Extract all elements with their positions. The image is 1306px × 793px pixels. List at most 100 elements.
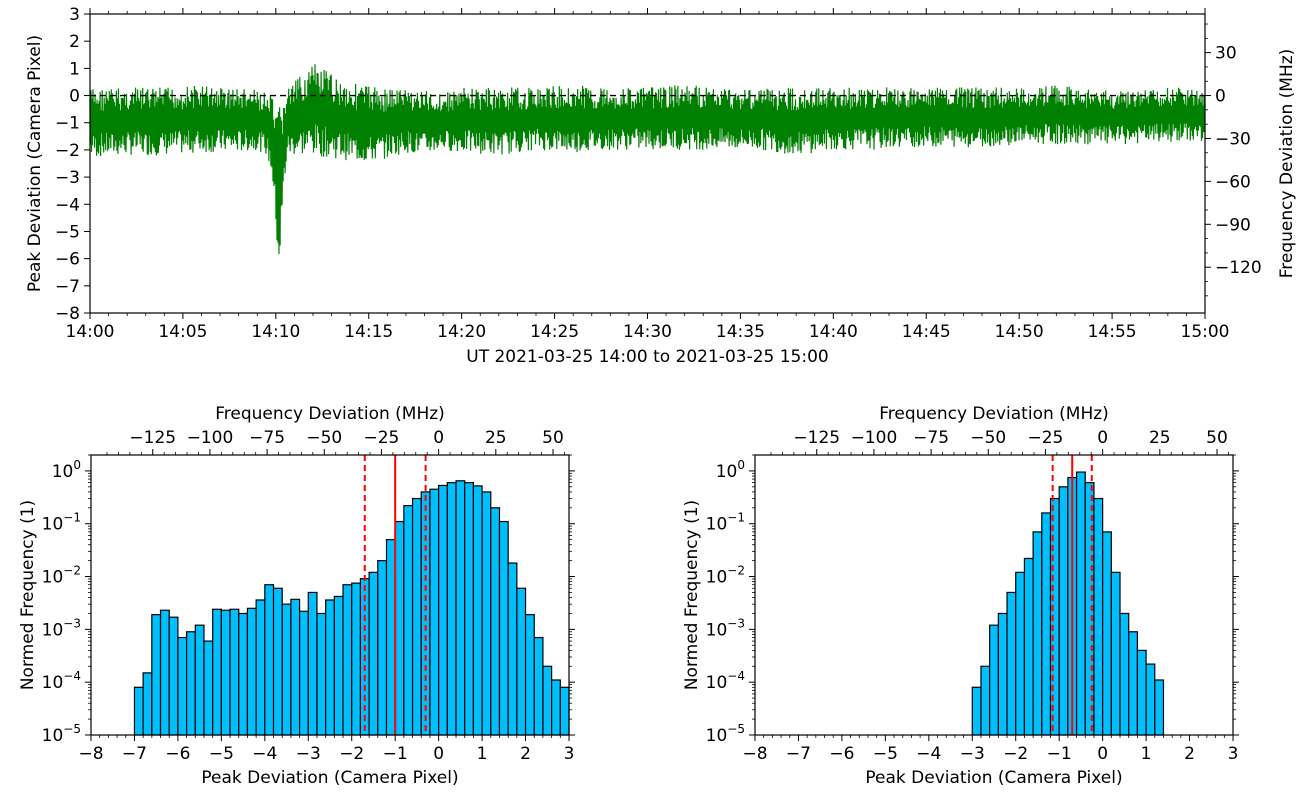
top-tick-label: −50: [970, 428, 1006, 448]
x-tick-label: −8: [742, 744, 767, 764]
x-tick-label: −6: [165, 744, 190, 764]
histogram-left-bars: [133, 480, 570, 736]
histogram-bar: [524, 614, 535, 736]
top-tick-label: −100: [187, 428, 234, 448]
right-tick-label: −120: [1215, 258, 1262, 278]
histogram-bar: [971, 686, 982, 736]
x-tick-label: 14:30: [623, 322, 672, 342]
x-tick-label: 3: [1228, 744, 1239, 764]
x-tick-label: 14:10: [251, 322, 300, 342]
x-tick-label: 2: [520, 744, 531, 764]
histogram-bar: [551, 679, 561, 736]
timeseries-y-axis-label: Peak Deviation (Camera Pixel): [25, 35, 45, 292]
histogram-bar: [342, 584, 353, 736]
x-tick-label: −5: [209, 744, 234, 764]
histogram-bar: [1015, 571, 1026, 736]
histogram-left-y-axis-label: Normed Frequency (1): [18, 500, 38, 690]
y-tick-label: 10−4: [42, 669, 81, 693]
histogram-bar: [507, 562, 518, 736]
histogram-right-panel: −8 −7 −6 −5 −4 −3 −2 −1 0 1 2 3 −125 −100 −75 −50 −25 0 25…: [682, 404, 1239, 788]
x-tick-label: −7: [122, 744, 147, 764]
timeseries-trace: [89, 64, 1206, 255]
histogram-bar: [498, 520, 509, 736]
y-tick-label: 10−2: [706, 564, 745, 588]
x-tick-label: 3: [564, 744, 575, 764]
y-tick-label: −7: [55, 277, 80, 297]
histogram-bar: [411, 497, 422, 736]
top-tick-label: −50: [306, 428, 342, 448]
top-tick-label: −125: [793, 428, 840, 448]
histogram-bar: [151, 614, 162, 736]
y-tick-label: 10−2: [42, 564, 81, 588]
histogram-bar: [1041, 512, 1052, 736]
top-tick-label: 25: [1149, 428, 1171, 448]
y-tick-label: 10−1: [42, 511, 81, 535]
histogram-bar: [212, 608, 222, 736]
histogram-left-x-axis-label: Peak Deviation (Camera Pixel): [201, 768, 458, 788]
y-tick-label: −1: [55, 114, 80, 134]
histogram-bar: [1058, 486, 1069, 736]
x-tick-label: 1: [1141, 744, 1152, 764]
histogram-bar: [490, 507, 501, 736]
histogram-bar: [997, 612, 1008, 736]
y-tick-label: 10−1: [706, 511, 745, 535]
histogram-bar: [325, 599, 335, 736]
histogram-bar: [159, 609, 170, 736]
y-tick-label: 10−3: [706, 616, 745, 640]
histogram-bar: [229, 608, 240, 736]
x-tick-label: −5: [873, 744, 898, 764]
x-tick-label: 14:50: [995, 322, 1044, 342]
histogram-bar: [264, 584, 275, 736]
x-tick-label: 14:00: [66, 322, 115, 342]
y-tick-label: 0: [69, 87, 80, 107]
y-tick-label: 10−3: [42, 616, 81, 640]
timeseries-panel: 14:00 14:05 14:10 14:15 14:20 14:25 14:30 14:35…: [25, 5, 1297, 367]
histogram-bar: [255, 599, 266, 736]
x-tick-label: 15:00: [1181, 322, 1230, 342]
x-tick-label: −4: [252, 744, 277, 764]
histogram-bar: [177, 636, 188, 736]
histogram-bar: [307, 591, 318, 736]
right-tick-label: −90: [1215, 215, 1251, 235]
timeseries-x-axis-label: UT 2021-03-25 14:00 to 2021-03-25 15:00: [466, 347, 829, 367]
histogram-bar: [298, 610, 309, 736]
y-tick-label: 1: [69, 59, 80, 79]
histogram-bar: [333, 595, 344, 736]
histogram-bar: [281, 603, 292, 736]
timeseries-tick-labels: 14:00 14:05 14:10 14:15 14:20 14:25 14:30 14:35…: [55, 5, 1262, 342]
x-tick-label: 14:25: [530, 322, 579, 342]
y-tick-label: −2: [55, 141, 80, 161]
histogram-bar: [1032, 531, 1043, 736]
top-tick-label: −125: [129, 428, 176, 448]
top-tick-label: 0: [1097, 428, 1108, 448]
x-tick-label: 1: [477, 744, 488, 764]
y-tick-label: −8: [55, 304, 80, 324]
x-tick-label: 14:35: [716, 322, 765, 342]
histogram-bar: [1119, 612, 1130, 736]
x-tick-label: −2: [339, 744, 364, 764]
top-tick-label: 25: [485, 428, 507, 448]
histogram-bar: [481, 491, 492, 736]
y-tick-label: 100: [52, 458, 81, 482]
x-tick-label: 0: [1097, 744, 1108, 764]
x-tick-label: −1: [383, 744, 408, 764]
y-tick-label: 10−5: [42, 722, 81, 746]
histogram-bar: [429, 488, 440, 736]
histogram-right-bars: [971, 471, 1165, 736]
histogram-bar: [559, 686, 570, 736]
y-tick-label: −6: [55, 250, 80, 270]
histogram-right-frame: [754, 454, 1234, 736]
histogram-bar: [1128, 631, 1139, 736]
histogram-bar: [168, 616, 179, 736]
right-tick-label: 0: [1215, 87, 1226, 107]
x-tick-label: 2: [1184, 744, 1195, 764]
top-tick-label: −25: [1028, 428, 1064, 448]
histogram-bar: [186, 631, 196, 736]
y-tick-label: 2: [69, 32, 80, 52]
top-tick-label: 0: [433, 428, 444, 448]
histogram-bar: [377, 560, 388, 736]
y-tick-label: −3: [55, 168, 80, 188]
x-tick-label: 14:05: [158, 322, 207, 342]
histogram-bar: [238, 612, 249, 736]
